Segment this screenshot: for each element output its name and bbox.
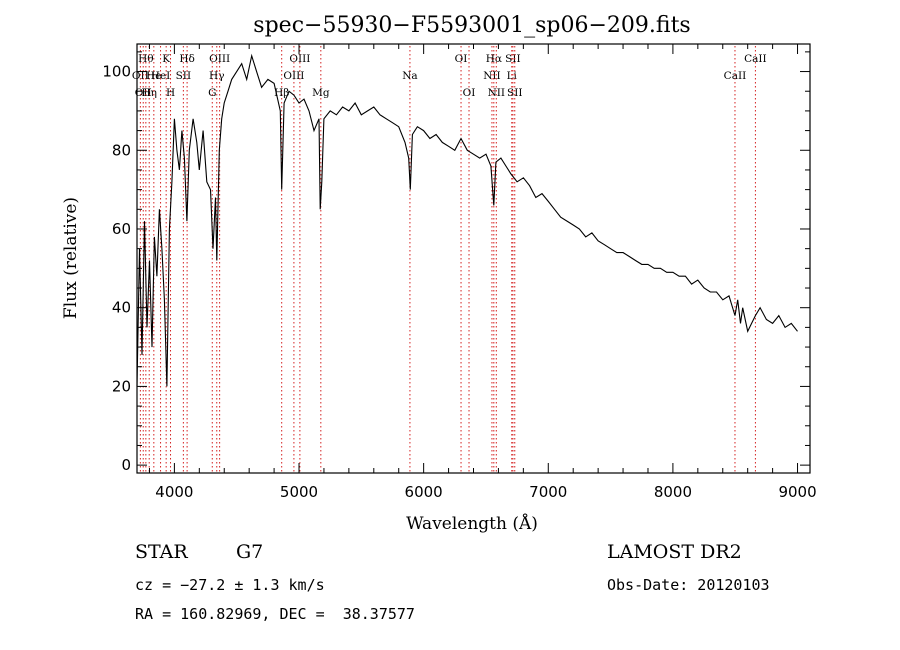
y-tick-label: 100 xyxy=(102,63,131,81)
line-marker-label: OIII xyxy=(283,70,304,82)
y-tick-label: 0 xyxy=(121,456,131,474)
line-marker-label: OIII xyxy=(209,53,230,65)
line-marker-label: He xyxy=(146,70,161,82)
x-tick-label: 9000 xyxy=(778,483,816,501)
x-tick-label: 4000 xyxy=(155,483,193,501)
plot-frame xyxy=(136,43,811,474)
line-marker-label: NII xyxy=(483,70,500,82)
line-marker-label: Mg xyxy=(312,87,330,99)
line-marker-label: Hδ xyxy=(179,53,194,65)
spectral-subclass: G7 xyxy=(236,541,264,563)
spectrum-line xyxy=(136,53,798,387)
line-marker-label: Hα xyxy=(486,53,502,65)
x-tick-label: 7000 xyxy=(529,483,567,501)
y-tick-label: 60 xyxy=(112,220,131,238)
line-marker-label: NII xyxy=(488,87,505,99)
coordinates: RA = 160.82969, DEC = 38.37577 xyxy=(135,605,415,623)
line-marker-label: Hβ xyxy=(274,87,289,99)
chart-title: spec−55930−F5593001_sp06−209.fits xyxy=(253,13,690,38)
line-marker-label: SII xyxy=(505,53,521,65)
line-marker-label: SII xyxy=(176,70,192,82)
axis-ticks: 4000 5000 6000 7000 8000 9000 0 20 40 60 80 100 xyxy=(102,44,817,501)
line-marker-label: Hη xyxy=(141,87,156,99)
line-marker-label: OIII xyxy=(289,53,310,65)
observation-date: Obs-Date: 20120103 xyxy=(607,576,770,594)
line-marker-label: CaII xyxy=(744,53,767,65)
object-class: STAR xyxy=(135,541,188,563)
line-marker-label: H xyxy=(166,87,175,99)
line-marker-label: Na xyxy=(402,70,417,82)
line-markers: OIIOIIHθHηHeHeIKHSIIHδGHγOIIIHβOIIIOIIIM… xyxy=(132,46,767,472)
survey-name: LAMOST DR2 xyxy=(607,541,742,563)
line-marker-label: OII xyxy=(132,70,149,82)
y-tick-label: 80 xyxy=(112,141,131,159)
line-marker-label: SII xyxy=(507,87,523,99)
y-tick-label: 20 xyxy=(112,377,131,395)
line-marker-label: Hθ xyxy=(138,53,153,65)
x-tick-label: 6000 xyxy=(405,483,443,501)
line-marker-label: CaII xyxy=(724,70,747,82)
y-tick-label: 40 xyxy=(112,299,131,317)
line-marker-label: Li xyxy=(507,70,518,82)
x-tick-label: 5000 xyxy=(280,483,318,501)
line-marker-label: HeI xyxy=(151,70,171,82)
line-marker-label: K xyxy=(162,53,170,65)
line-marker-label: OI xyxy=(463,87,476,99)
x-axis-label: Wavelength (Å) xyxy=(406,513,538,534)
line-marker-label: OI xyxy=(455,53,468,65)
x-tick-label: 8000 xyxy=(654,483,692,501)
y-axis-label: Flux (relative) xyxy=(61,197,81,319)
redshift-cz: cz = −27.2 ± 1.3 km/s xyxy=(135,576,325,594)
line-marker-label: Hγ xyxy=(209,70,224,82)
line-marker-label: G xyxy=(208,87,216,99)
line-marker-label: OII xyxy=(135,87,152,99)
